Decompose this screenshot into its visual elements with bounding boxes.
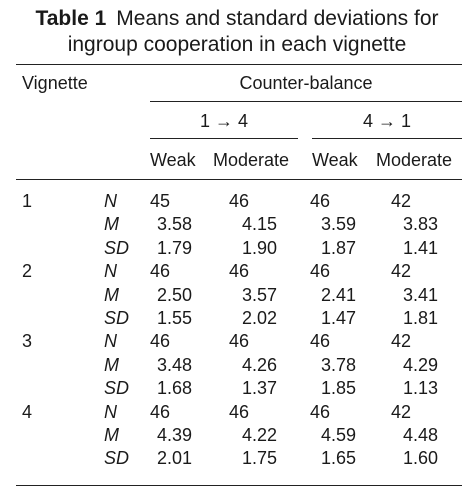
stat-label: SD: [104, 448, 130, 469]
table-cell: 1.55: [156, 308, 192, 328]
header-rule: [16, 179, 462, 180]
table-cell: 46: [229, 331, 250, 352]
vignette-number: 2: [22, 261, 33, 282]
table-cell: 46: [229, 261, 250, 282]
table-cell: 1.75: [241, 448, 277, 469]
table-cell: 46: [150, 401, 171, 422]
vignette-number: 1: [22, 191, 33, 211]
stat-label: SD: [104, 237, 130, 258]
table-cell: 2.01: [156, 448, 192, 469]
table-cell: 46: [310, 331, 331, 352]
stat-label: N: [104, 331, 117, 352]
table-title-line-1: Means and standard deviations for: [116, 7, 439, 30]
table-cell: 1.60: [402, 448, 438, 469]
group-rule-right: [312, 138, 462, 139]
table-cell: 4.26: [241, 354, 277, 375]
table-cell: 1.87: [320, 237, 356, 258]
table-cell: 42: [391, 331, 412, 352]
table-cell: 1.37: [241, 378, 277, 399]
table-cell: 1.47: [320, 308, 356, 328]
table-cell: 45: [150, 191, 171, 211]
row-header-vignette: Vignette: [22, 73, 88, 93]
group-rule-left: [150, 138, 298, 139]
column-header-moderate-1: Moderate: [213, 150, 290, 170]
table-cell: 46: [229, 401, 250, 422]
table-cell: 1.65: [320, 448, 356, 469]
table-cell: 4.48: [402, 425, 438, 445]
table-cell: 3.41: [402, 284, 438, 305]
spanner-rule: [150, 101, 462, 102]
stat-label: N: [104, 401, 117, 422]
stat-label: M: [104, 425, 119, 445]
table-cell: 4.15: [241, 214, 277, 235]
column-header-weak-2: Weak: [312, 150, 358, 170]
table-cell: 1.79: [156, 237, 192, 258]
table-cell: 3.58: [156, 214, 192, 235]
spanner-counter-balance: Counter-balance: [239, 73, 373, 93]
table-cell: 46: [150, 261, 171, 282]
table-label: Table 1: [35, 7, 107, 30]
table-cell: 2.41: [320, 284, 356, 305]
table-cell: 4.22: [241, 425, 277, 445]
stat-label: N: [104, 261, 117, 282]
table-caption: Table 1 Means and standard deviations for…: [0, 6, 474, 58]
table-cell: 3.83: [402, 214, 438, 235]
table-cell: 46: [310, 401, 331, 422]
table-cell: 4.29: [402, 354, 438, 375]
table-cell: 1.68: [156, 378, 192, 399]
table-cell: 2.50: [156, 284, 192, 305]
vignette-number: 4: [22, 401, 33, 422]
table-cell: 1.81: [402, 308, 438, 328]
table-cell: 46: [310, 191, 331, 211]
stat-label: M: [104, 284, 119, 305]
table-cell: 42: [391, 191, 412, 211]
table-cell: 3.48: [156, 354, 192, 375]
column-header-moderate-2: Moderate: [376, 150, 453, 170]
stat-label: SD: [104, 308, 130, 328]
stat-label: SD: [104, 378, 130, 399]
top-rule: [16, 64, 462, 65]
table-cell: 42: [391, 401, 412, 422]
table-cell: 2.02: [241, 308, 277, 328]
table-cell: 1.85: [320, 378, 356, 399]
table-cell: 46: [229, 191, 250, 211]
table-cell: 46: [310, 261, 331, 282]
table-cell: 1.41: [402, 237, 438, 258]
table-cell: 1.13: [402, 378, 438, 399]
table-cell: 1.90: [241, 237, 277, 258]
table-cell: 4.39: [156, 425, 192, 445]
caption-line-1: Table 1 Means and standard deviations for: [0, 6, 474, 32]
table-title-line-2: ingroup cooperation in each vignette: [67, 33, 407, 56]
table-cell: 3.59: [320, 214, 356, 235]
column-header-weak-1: Weak: [150, 150, 196, 170]
bottom-rule: [16, 485, 462, 486]
table-cell: 42: [391, 261, 412, 282]
stat-label: M: [104, 354, 119, 375]
vignette-number: 3: [22, 331, 33, 352]
group-header-1: 1 → 4: [199, 111, 249, 131]
group-header-2: 4 → 1: [362, 111, 412, 131]
stat-label: N: [104, 191, 117, 211]
table-cell: 3.57: [241, 284, 277, 305]
stat-label: M: [104, 214, 119, 235]
table-cell: 46: [150, 331, 171, 352]
table-cell: 4.59: [320, 425, 356, 445]
table-cell: 3.78: [320, 354, 356, 375]
